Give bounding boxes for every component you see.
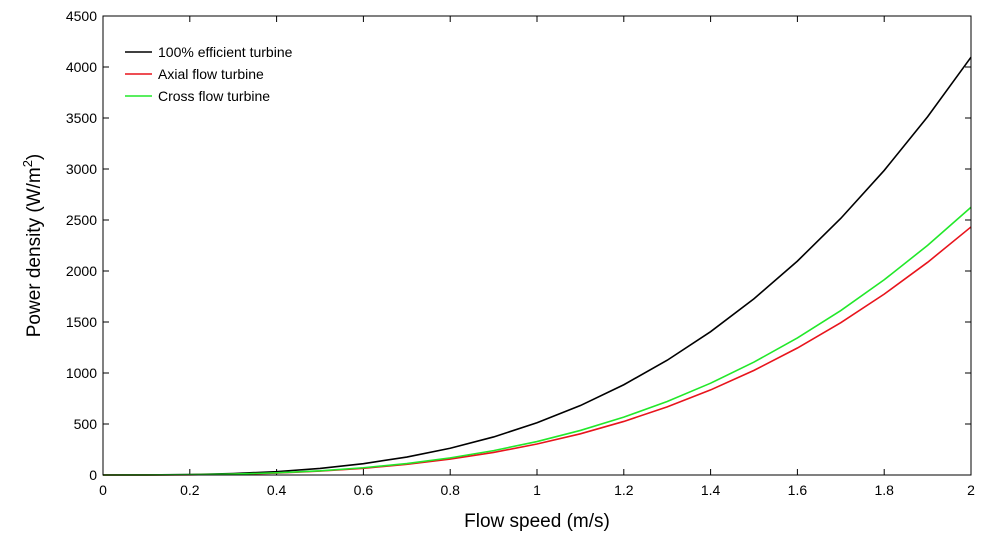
y-tick-label: 2000 bbox=[66, 263, 97, 279]
x-axis-ticks: 0 0.2 0.4 0.6 0.8 1 1.2 1.4 1.6 1.8 2 bbox=[99, 16, 975, 498]
y-tick-label: 4500 bbox=[66, 8, 97, 24]
y-tick-label: 3000 bbox=[66, 161, 97, 177]
legend-label: 100% efficient turbine bbox=[158, 44, 293, 60]
y-tick-label: 4000 bbox=[66, 59, 97, 75]
x-tick-label: 1.8 bbox=[874, 482, 894, 498]
y-tick-label: 1500 bbox=[66, 314, 97, 330]
y-tick-label: 500 bbox=[74, 416, 98, 432]
y-axis-label-superscript: 2 bbox=[20, 160, 35, 167]
series-line-0 bbox=[102, 56, 972, 476]
x-tick-label: 1.6 bbox=[788, 482, 808, 498]
series-layer bbox=[102, 56, 972, 476]
series-line-1 bbox=[102, 226, 972, 476]
x-tick-label: 0.2 bbox=[180, 482, 200, 498]
y-axis-ticks: 0 500 1000 1500 2000 2500 3000 3500 4000 4500 bbox=[66, 8, 971, 483]
x-tick-label: 1.4 bbox=[701, 482, 721, 498]
x-tick-label: 0.6 bbox=[354, 482, 374, 498]
x-tick-label: 0.8 bbox=[440, 482, 460, 498]
x-tick-label: 1.2 bbox=[614, 482, 634, 498]
x-tick-label: 2 bbox=[967, 482, 975, 498]
y-tick-label: 1000 bbox=[66, 365, 97, 381]
y-axis-label-end: ) bbox=[24, 154, 45, 160]
series-line-2 bbox=[102, 206, 972, 476]
y-tick-label: 0 bbox=[89, 467, 97, 483]
plot-frame bbox=[102, 15, 972, 476]
y-tick-label: 3500 bbox=[66, 110, 97, 126]
y-tick-label: 2500 bbox=[66, 212, 97, 228]
y-axis-label-main: Power density (W/m bbox=[24, 167, 45, 337]
y-axis-label: Power density (W/m2) bbox=[20, 154, 45, 338]
legend-label: Cross flow turbine bbox=[158, 88, 270, 104]
legend: 100% efficient turbine Axial flow turbine… bbox=[125, 44, 293, 104]
x-tick-label: 0.4 bbox=[267, 482, 287, 498]
x-tick-label: 1 bbox=[533, 482, 541, 498]
legend-label: Axial flow turbine bbox=[158, 66, 264, 82]
x-axis-label: Flow speed (m/s) bbox=[464, 511, 610, 532]
x-tick-label: 0 bbox=[99, 482, 107, 498]
